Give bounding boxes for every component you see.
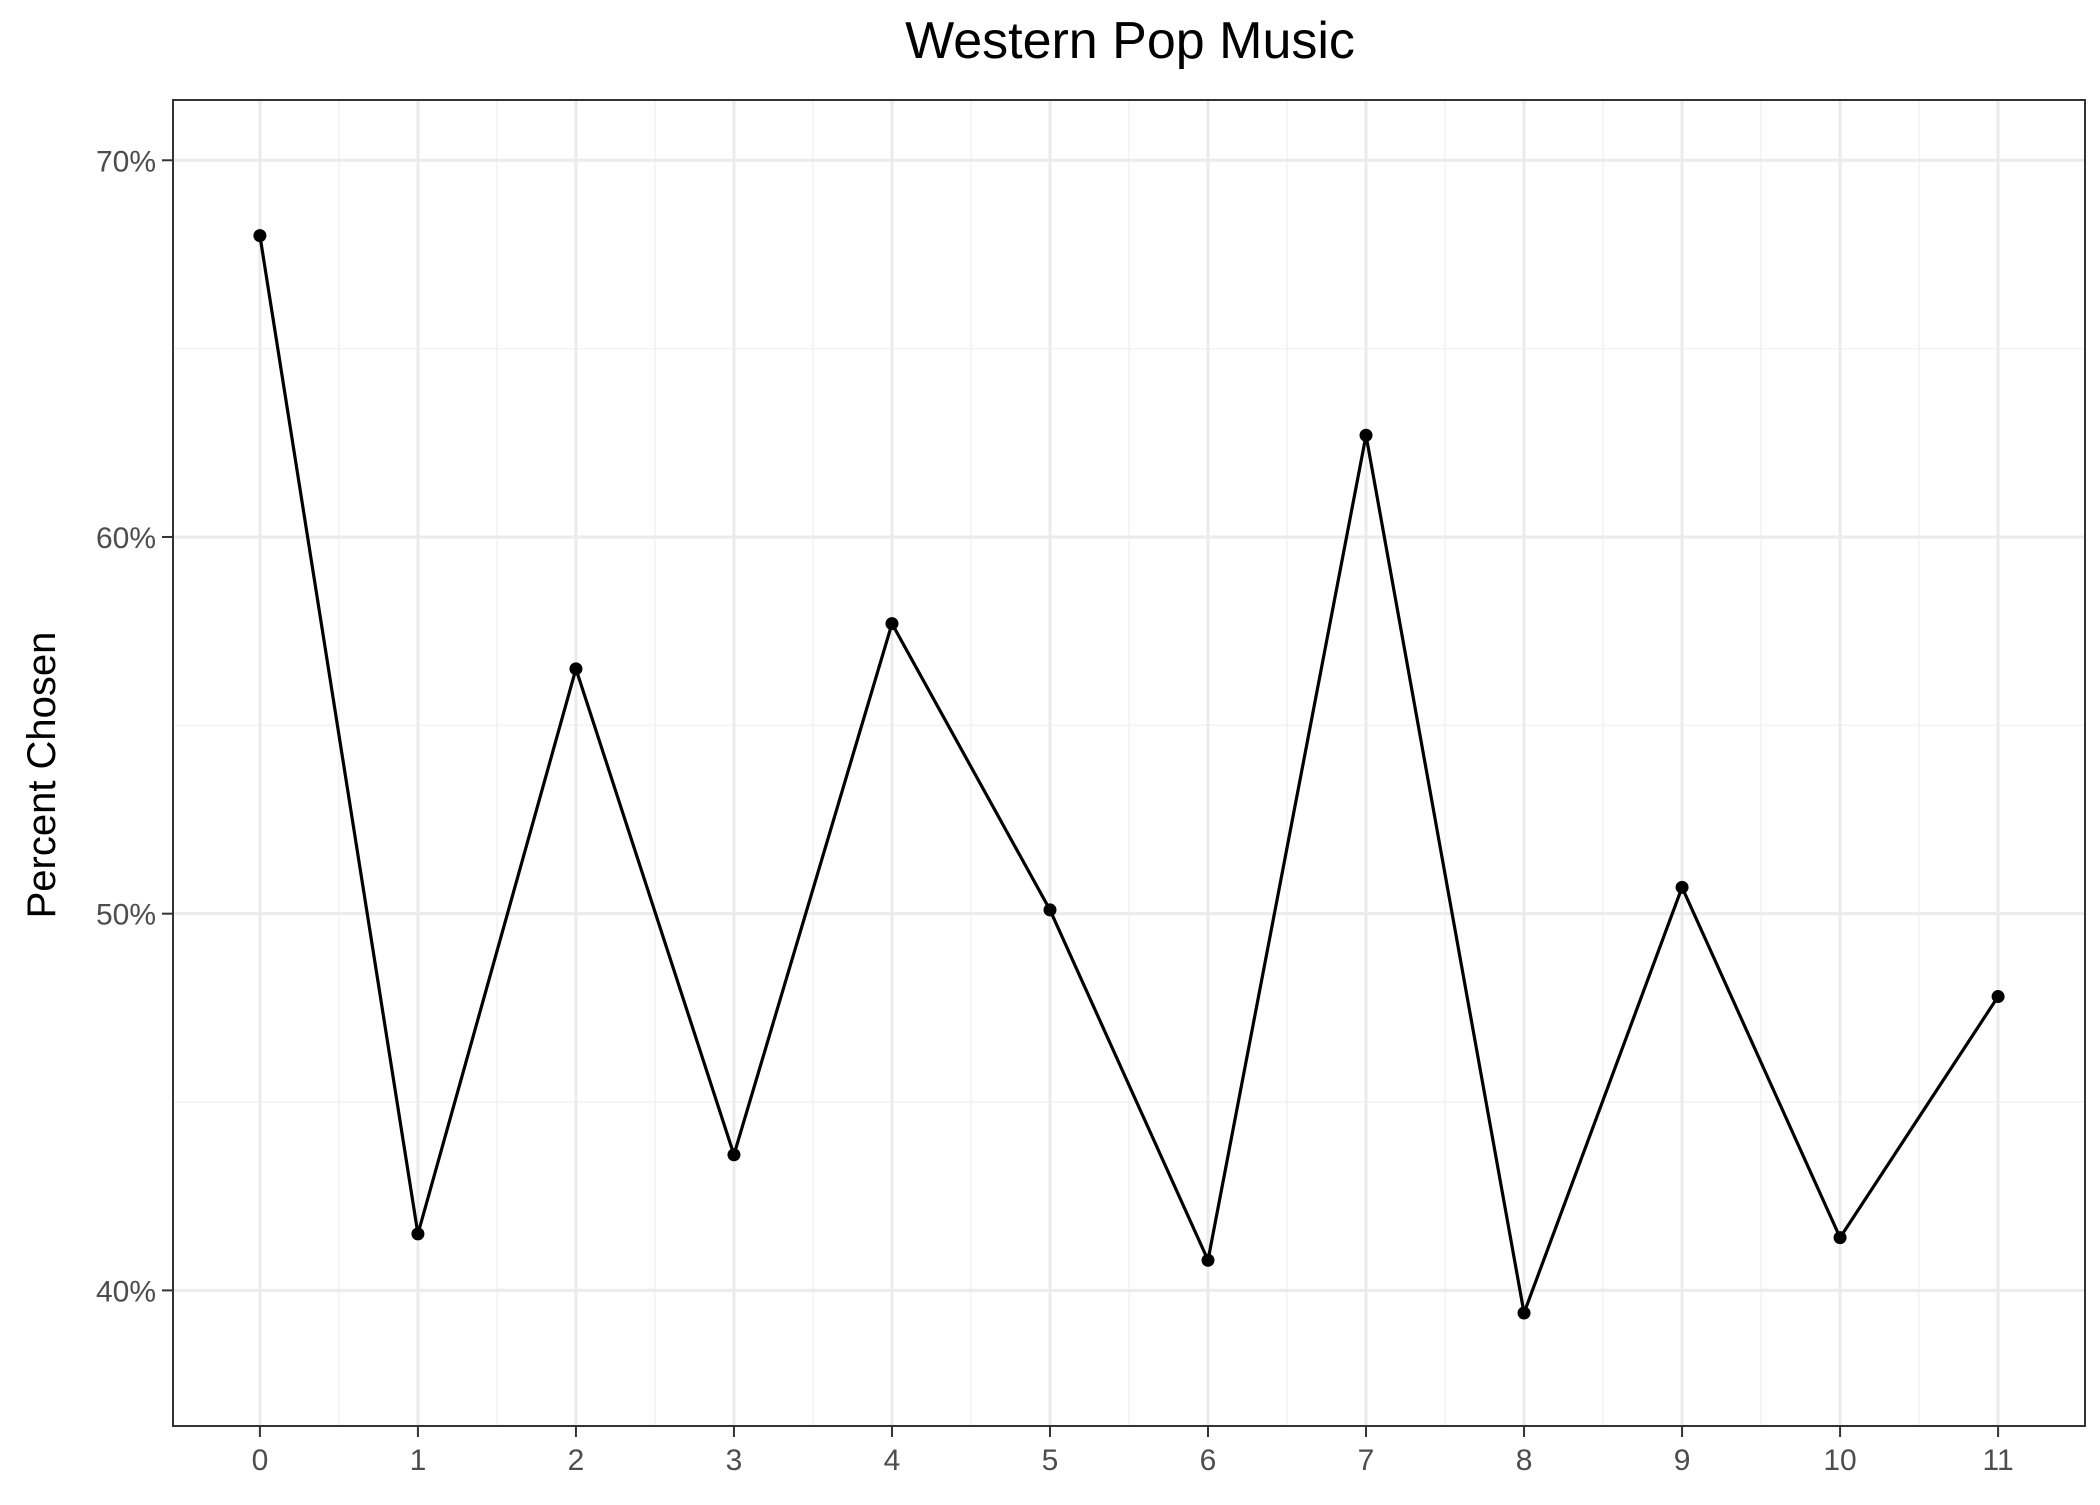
grid — [173, 100, 2085, 1426]
x-tick-label: 5 — [1042, 1444, 1059, 1477]
y-axis-title: Percent Chosen — [20, 632, 64, 919]
data-point — [1043, 903, 1057, 917]
y-tick-label: 60% — [96, 522, 156, 555]
x-tick-label: 3 — [726, 1444, 743, 1477]
series — [253, 229, 2005, 1320]
series-line — [258, 235, 2000, 1315]
x-tick-label: 4 — [884, 1444, 901, 1477]
data-point — [253, 229, 267, 243]
x-tick-label: 11 — [1983, 1444, 2014, 1477]
x-tick-label: 0 — [252, 1444, 269, 1477]
data-point — [727, 1148, 741, 1162]
panel-border — [172, 99, 2086, 1427]
data-point — [1991, 990, 2005, 1004]
x-tick-label: 9 — [1674, 1444, 1691, 1477]
data-point — [1517, 1306, 1531, 1320]
data-point — [885, 617, 899, 631]
y-tick-label: 40% — [96, 1275, 156, 1308]
data-point — [411, 1227, 425, 1241]
data-point — [1675, 880, 1689, 894]
x-tick-label: 10 — [1823, 1444, 1856, 1477]
data-point — [1359, 428, 1373, 442]
x-tick-label: 8 — [1516, 1444, 1533, 1477]
x-tick-label: 6 — [1200, 1444, 1217, 1477]
x-tick-label: 7 — [1358, 1444, 1375, 1477]
axes: 40% 50% 60% 70% 0 1 2 3 4 5 6 7 8 9 10 11 — [96, 99, 2086, 1477]
y-tick-label: 50% — [96, 899, 156, 932]
data-point — [1833, 1231, 1847, 1245]
x-tick-label: 1 — [410, 1444, 427, 1477]
data-point — [569, 662, 583, 676]
data-point — [1201, 1253, 1215, 1267]
chart-title: Western Pop Music — [905, 12, 1355, 70]
y-tick-label: 70% — [96, 145, 156, 178]
x-tick-label: 2 — [568, 1444, 585, 1477]
